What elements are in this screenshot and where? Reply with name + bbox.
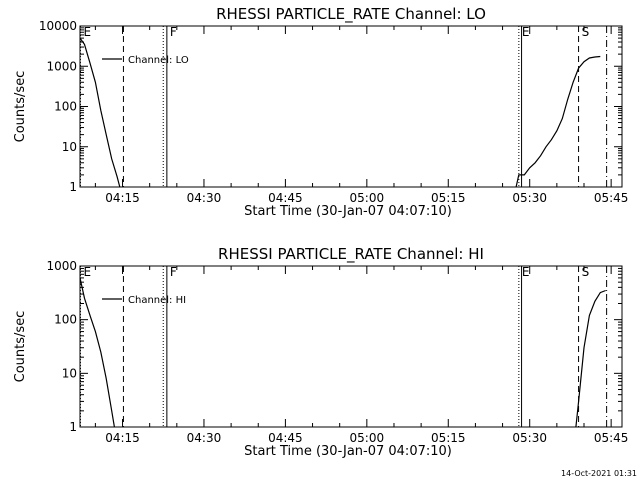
y-tick-label: 100	[54, 313, 77, 327]
plot-frame	[79, 265, 623, 428]
x-tick-label: 04:45	[268, 191, 303, 205]
y-tick-label: 1000	[46, 59, 77, 73]
legend-label: Channel: HI	[128, 295, 186, 306]
x-tick-label: 04:15	[105, 191, 140, 205]
y-axis-label: Counts/sec	[13, 71, 28, 143]
chart-title: RHESSI PARTICLE_RATE Channel: HI	[218, 245, 484, 264]
event-marker-label: E	[83, 265, 91, 279]
y-tick-label: 10	[62, 140, 77, 154]
y-tick-label: 10	[62, 366, 77, 380]
x-tick-label: 05:15	[431, 191, 466, 205]
x-tick-label: 05:00	[350, 191, 385, 205]
event-marker-label: F	[170, 25, 177, 39]
footer-timestamp: 14-Oct-2021 01:31	[561, 469, 637, 478]
chart-title: RHESSI PARTICLE_RATE Channel: LO	[216, 5, 486, 24]
legend-label: Channel: LO	[128, 55, 189, 66]
y-tick-label: 1000	[46, 259, 77, 273]
x-tick-label: 05:15	[431, 431, 466, 445]
series-line-channel-lo	[515, 55, 601, 188]
x-tick-label: 04:45	[268, 431, 303, 445]
series-line-channel-lo	[79, 37, 121, 188]
x-tick-label: 05:45	[594, 191, 629, 205]
x-tick-label: 05:30	[512, 431, 547, 445]
x-tick-label: 05:45	[594, 431, 629, 445]
series-line-channel-hi	[575, 289, 606, 428]
y-tick-label: 10000	[39, 19, 77, 33]
x-axis-label: Start Time (30-Jan-07 04:07:10)	[244, 444, 452, 459]
y-axis-label: Counts/sec	[13, 311, 28, 383]
x-tick-label: 05:30	[512, 191, 547, 205]
y-tick-label: 1	[69, 180, 77, 194]
x-tick-label: 04:15	[105, 431, 140, 445]
x-tick-label: 04:30	[187, 431, 222, 445]
event-marker-label: S	[582, 25, 590, 39]
y-tick-label: 1	[69, 420, 77, 434]
x-tick-label: 04:30	[187, 191, 222, 205]
event-marker-label: S	[582, 265, 590, 279]
x-tick-label: 05:00	[350, 431, 385, 445]
x-axis-label: Start Time (30-Jan-07 04:07:10)	[244, 204, 452, 219]
event-marker-label: E	[522, 25, 530, 39]
event-marker-label: E	[83, 25, 91, 39]
series-line-channel-hi	[79, 277, 115, 428]
event-marker-label: E	[522, 265, 530, 279]
event-marker-label: F	[170, 265, 177, 279]
panel-lo: RHESSI PARTICLE_RATE Channel: LO 1 10 100 10…	[13, 5, 628, 219]
panel-hi: RHESSI PARTICLE_RATE Channel: HI 1 10 100 10…	[13, 245, 628, 459]
y-tick-label: 100	[54, 100, 77, 114]
